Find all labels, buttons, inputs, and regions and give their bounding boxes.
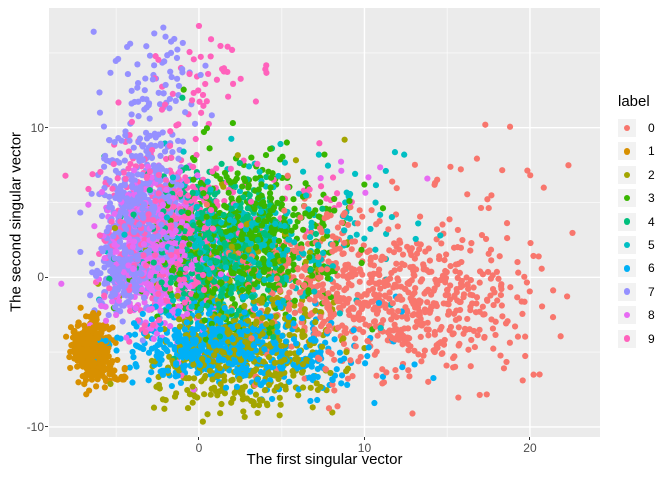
x-tick-mark bbox=[363, 437, 365, 440]
x-axis-title: The first singular vector bbox=[246, 451, 403, 468]
legend-key bbox=[618, 282, 636, 301]
legend-entry-label: 6 bbox=[648, 261, 655, 276]
legend-entry-7: 7 bbox=[618, 282, 655, 301]
legend-key bbox=[618, 165, 636, 184]
legend-point-icon bbox=[623, 148, 631, 155]
legend-entry-1: 1 bbox=[618, 142, 655, 161]
legend: label 0 1 2 3 4 5 6 7 8 9 bbox=[618, 94, 655, 353]
legend-entry-label: 2 bbox=[648, 167, 655, 182]
y-tick-label: 0 bbox=[37, 270, 44, 285]
legend-key bbox=[618, 259, 636, 278]
y-tick-mark bbox=[45, 276, 48, 278]
legend-point-icon bbox=[623, 124, 631, 132]
legend-entry-label: 0 bbox=[648, 121, 655, 135]
legend-point-icon bbox=[623, 288, 631, 295]
legend-point-icon bbox=[623, 171, 631, 179]
legend-key bbox=[618, 306, 636, 325]
legend-key bbox=[618, 329, 636, 348]
x-tick-label: 10 bbox=[357, 441, 372, 455]
legend-key bbox=[618, 189, 636, 208]
y-tick-mark bbox=[45, 426, 48, 428]
legend-entries: 0 1 2 3 4 5 6 7 8 9 bbox=[618, 119, 655, 348]
legend-key bbox=[618, 235, 636, 254]
y-axis-title: The second singular vector bbox=[7, 131, 25, 313]
x-tick-mark bbox=[529, 437, 531, 440]
y-tick-label: 10 bbox=[30, 120, 44, 135]
legend-entry-4: 4 bbox=[618, 212, 655, 231]
legend-point-icon bbox=[623, 218, 631, 225]
legend-entry-8: 8 bbox=[618, 306, 655, 325]
legend-entry-label: 1 bbox=[648, 144, 655, 159]
legend-entry-6: 6 bbox=[618, 259, 655, 278]
legend-key bbox=[618, 119, 636, 137]
legend-entry-label: 5 bbox=[648, 237, 655, 252]
x-tick-label: 20 bbox=[523, 441, 537, 455]
legend-point-icon bbox=[623, 194, 631, 202]
legend-entry-0: 0 bbox=[618, 119, 655, 137]
legend-point-icon bbox=[623, 335, 631, 342]
legend-title: label bbox=[618, 93, 650, 110]
legend-entry-5: 5 bbox=[618, 235, 655, 254]
legend-entry-label: 7 bbox=[648, 284, 655, 299]
legend-point-icon bbox=[623, 311, 631, 319]
scatter-canvas bbox=[49, 8, 600, 437]
legend-entry-label: 3 bbox=[648, 191, 655, 206]
x-tick-mark bbox=[198, 437, 200, 440]
x-tick-label: 0 bbox=[195, 441, 203, 455]
legend-entry-3: 3 bbox=[618, 189, 655, 208]
y-tick-mark bbox=[45, 127, 48, 129]
plot-panel bbox=[49, 8, 600, 437]
legend-entry-2: 2 bbox=[618, 165, 655, 184]
legend-entry-9: 9 bbox=[618, 329, 655, 348]
legend-key bbox=[618, 142, 636, 161]
legend-entry-label: 8 bbox=[648, 308, 655, 323]
legend-entry-label: 9 bbox=[648, 331, 655, 346]
legend-point-icon bbox=[623, 241, 631, 249]
legend-key bbox=[618, 212, 636, 231]
legend-entry-label: 4 bbox=[648, 214, 655, 229]
y-tick-label: -10 bbox=[26, 419, 44, 434]
legend-point-icon bbox=[623, 265, 631, 272]
